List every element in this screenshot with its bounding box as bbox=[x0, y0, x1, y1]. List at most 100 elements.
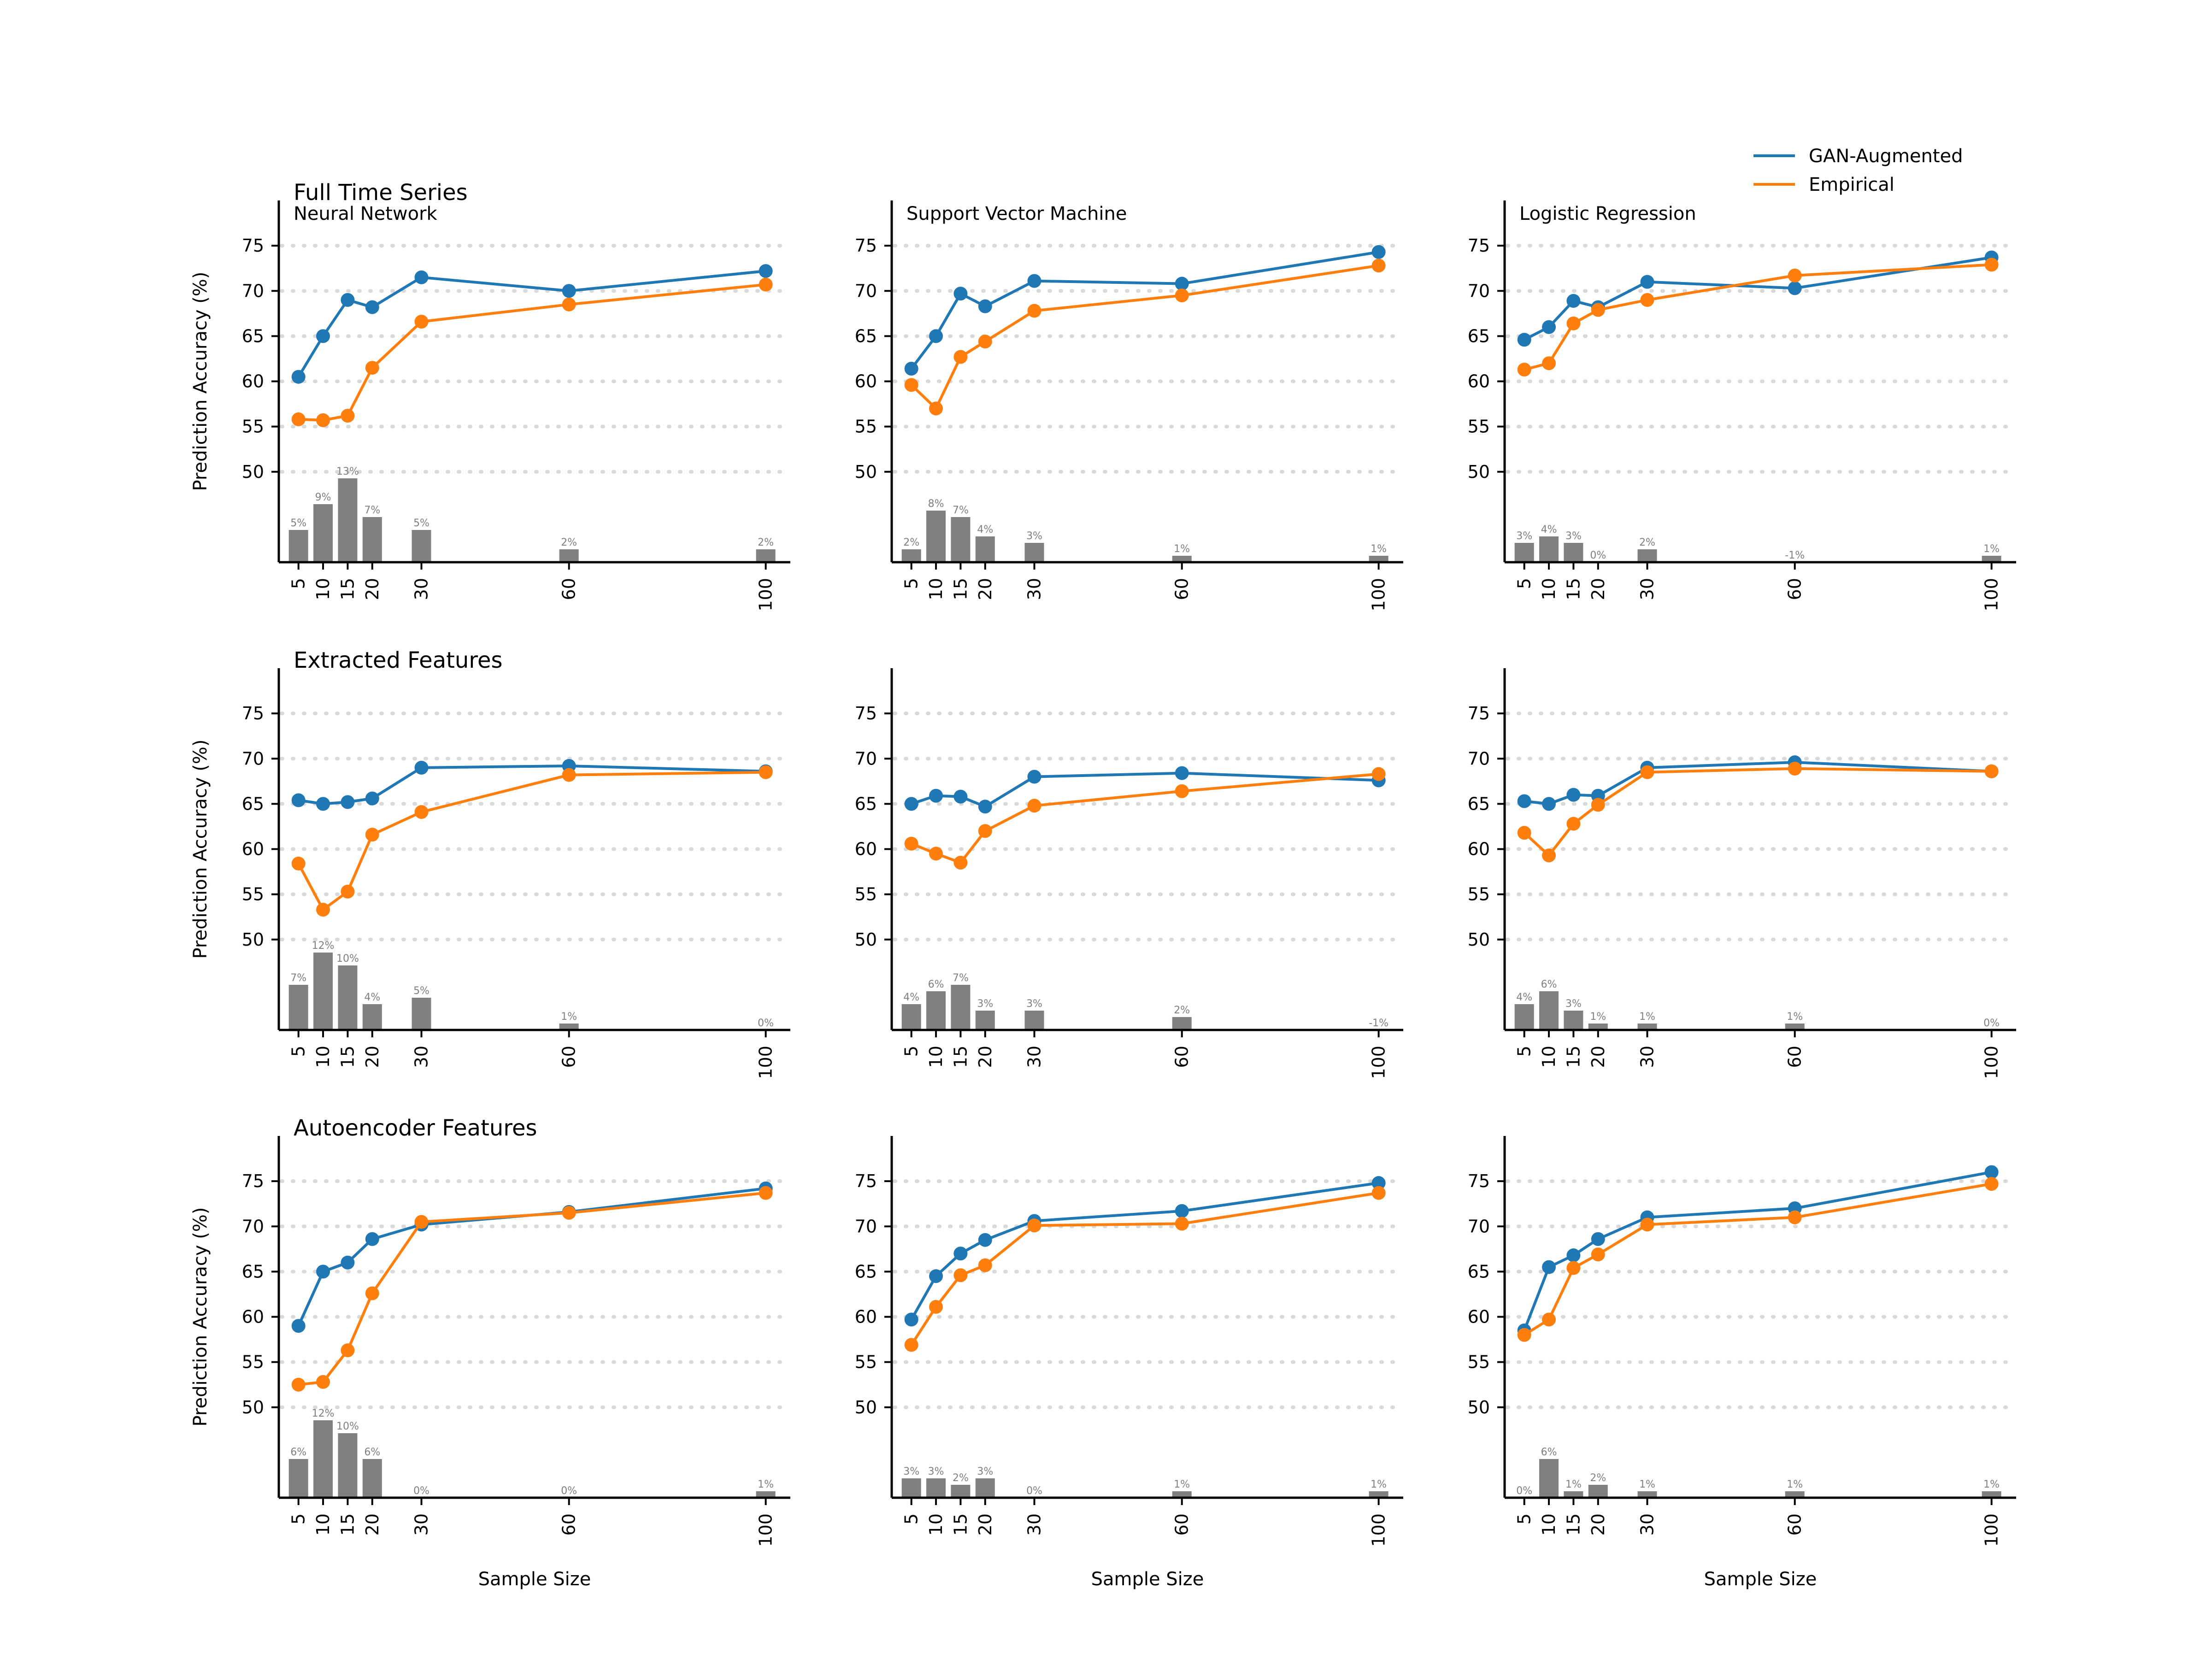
y-tick-label: 50 bbox=[855, 930, 877, 950]
panel-r2-c0: 6% 12%10% 6% 0% 0% 1% 50 55 60 65 70 75 5 10 15 20 30 60 1… bbox=[190, 1115, 792, 1590]
data-point-gan bbox=[904, 362, 918, 376]
y-tick-label: 50 bbox=[242, 930, 264, 950]
data-point-gan bbox=[316, 1265, 330, 1279]
data-point-gan bbox=[1984, 1165, 1999, 1179]
x-tick-label: 60 bbox=[1785, 578, 1805, 600]
data-point-empirical bbox=[904, 378, 918, 392]
y-tick-label: 55 bbox=[242, 417, 264, 437]
row-title: Extracted Features bbox=[294, 647, 503, 673]
row-title: Full Time Series bbox=[294, 180, 468, 206]
difference-bar bbox=[1514, 543, 1534, 562]
data-point-gan bbox=[953, 287, 968, 301]
data-point-gan bbox=[1517, 333, 1531, 347]
x-tick-label: 20 bbox=[362, 1513, 382, 1535]
x-tick-label: 10 bbox=[1539, 578, 1559, 600]
x-tick-label: 10 bbox=[313, 1046, 333, 1068]
y-tick-label: 65 bbox=[242, 794, 264, 814]
x-tick-label: 15 bbox=[1563, 578, 1583, 600]
data-point-gan bbox=[1542, 1260, 1556, 1274]
y-tick-label: 70 bbox=[1468, 281, 1490, 301]
x-tick-label: 15 bbox=[950, 1513, 971, 1535]
y-tick-label: 70 bbox=[855, 748, 877, 769]
data-point-empirical bbox=[1542, 356, 1556, 371]
bar-label: 3% bbox=[1026, 998, 1042, 1010]
difference-bar bbox=[1172, 1491, 1192, 1498]
bar-label: 5% bbox=[290, 518, 306, 529]
x-tick-label: 10 bbox=[1539, 1046, 1559, 1068]
y-tick-label: 75 bbox=[855, 1171, 877, 1191]
y-tick-label: 75 bbox=[855, 235, 877, 256]
data-point-empirical bbox=[953, 350, 968, 364]
data-point-empirical bbox=[978, 1258, 992, 1272]
data-point-gan bbox=[1517, 794, 1531, 808]
x-tick-label: 10 bbox=[926, 1513, 946, 1535]
y-tick-label: 75 bbox=[1468, 235, 1490, 256]
data-point-empirical bbox=[1566, 817, 1581, 831]
difference-bar bbox=[951, 1485, 971, 1498]
difference-bar bbox=[1369, 1491, 1388, 1498]
bar-label: 3% bbox=[1565, 530, 1582, 542]
legend-label-empirical: Empirical bbox=[1809, 174, 1894, 195]
data-point-gan bbox=[978, 299, 992, 313]
difference-bar bbox=[338, 1433, 358, 1498]
data-point-empirical bbox=[1371, 767, 1386, 781]
data-point-empirical bbox=[414, 1215, 429, 1229]
y-tick-label: 50 bbox=[1468, 930, 1490, 950]
difference-bar bbox=[901, 1004, 921, 1030]
y-tick-label: 50 bbox=[242, 462, 264, 482]
bar-label: 12% bbox=[312, 940, 335, 952]
difference-bar bbox=[1785, 1024, 1805, 1030]
y-tick-label: 70 bbox=[1468, 748, 1490, 769]
data-point-gan bbox=[904, 1312, 918, 1327]
data-point-empirical bbox=[953, 1268, 968, 1282]
data-point-gan bbox=[365, 1232, 379, 1246]
data-point-empirical bbox=[1542, 1312, 1556, 1327]
data-point-gan bbox=[562, 284, 576, 298]
bar-label: 4% bbox=[1541, 524, 1557, 535]
data-point-gan bbox=[1371, 245, 1386, 259]
data-point-empirical bbox=[1984, 764, 1999, 778]
data-point-empirical bbox=[1788, 268, 1802, 282]
y-tick-label: 65 bbox=[855, 794, 877, 814]
difference-bar bbox=[288, 985, 308, 1030]
bar-label: 1% bbox=[1371, 543, 1387, 555]
data-point-gan bbox=[316, 797, 330, 811]
data-point-empirical bbox=[1566, 316, 1581, 330]
x-tick-label: 60 bbox=[1172, 1046, 1192, 1068]
bar-label: 0% bbox=[758, 1018, 774, 1029]
y-tick-label: 75 bbox=[855, 703, 877, 724]
bar-label: 9% bbox=[315, 492, 331, 503]
x-tick-label: 100 bbox=[1982, 578, 2002, 612]
difference-bar bbox=[1637, 1024, 1657, 1030]
bar-label: 2% bbox=[758, 537, 774, 548]
bar-label: 6% bbox=[1541, 979, 1557, 990]
bar-label: 1% bbox=[1639, 1479, 1655, 1490]
x-tick-label: 20 bbox=[975, 1513, 995, 1535]
data-point-empirical bbox=[365, 1286, 379, 1300]
data-point-empirical bbox=[562, 768, 576, 782]
data-point-gan bbox=[1566, 788, 1581, 802]
y-tick-label: 60 bbox=[855, 839, 877, 859]
difference-bar bbox=[1539, 536, 1559, 562]
difference-bar bbox=[1588, 1024, 1608, 1030]
x-tick-label: 30 bbox=[1024, 578, 1045, 600]
y-tick-label: 60 bbox=[855, 1307, 877, 1327]
data-point-gan bbox=[1175, 766, 1189, 780]
difference-bar bbox=[313, 504, 333, 562]
difference-bar bbox=[1369, 556, 1388, 562]
bar-label: 4% bbox=[364, 992, 380, 1003]
data-point-empirical bbox=[759, 277, 773, 292]
difference-bar bbox=[288, 530, 308, 562]
data-point-gan bbox=[1788, 281, 1802, 295]
bar-label: 0% bbox=[561, 1485, 577, 1497]
x-tick-label: 5 bbox=[288, 1046, 309, 1057]
data-point-empirical bbox=[1517, 1328, 1531, 1342]
difference-bar bbox=[901, 549, 921, 562]
x-tick-label: 15 bbox=[950, 578, 971, 600]
data-point-empirical bbox=[1640, 765, 1654, 779]
difference-bar bbox=[288, 1459, 308, 1498]
y-tick-label: 50 bbox=[1468, 462, 1490, 482]
x-tick-label: 100 bbox=[1369, 1046, 1389, 1079]
difference-bar bbox=[338, 478, 358, 562]
y-tick-label: 65 bbox=[1468, 1261, 1490, 1282]
